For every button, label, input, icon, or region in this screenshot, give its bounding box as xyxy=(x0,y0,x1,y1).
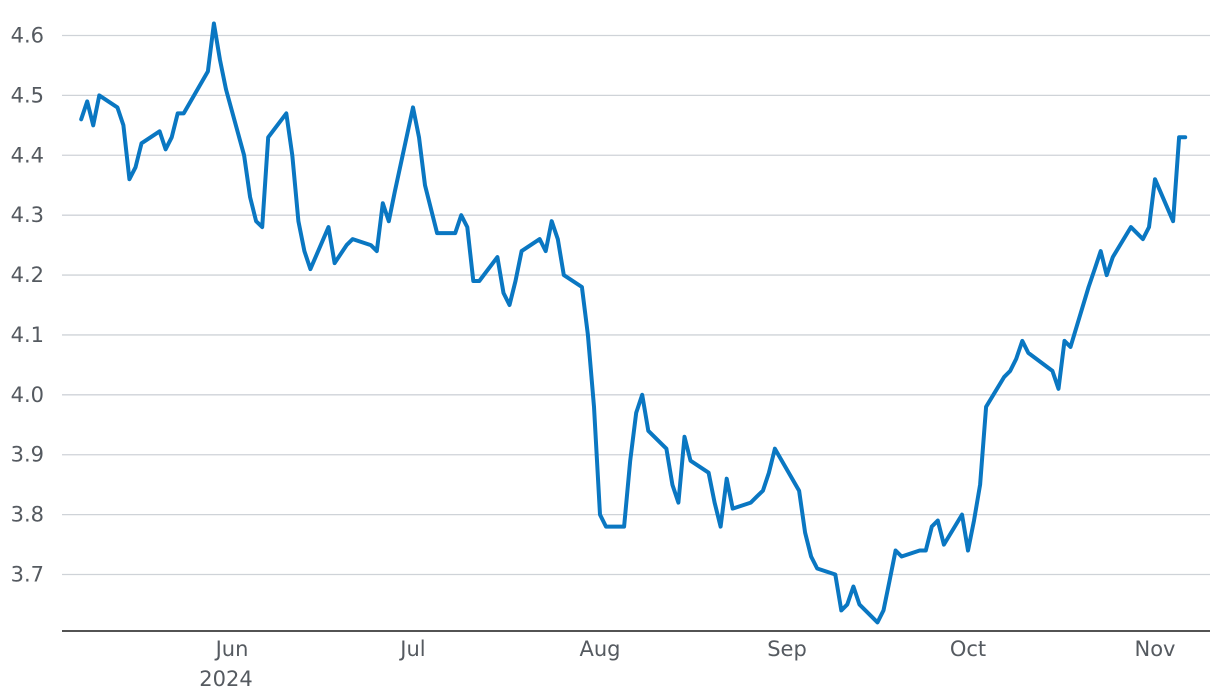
x-tick-label: Sep xyxy=(767,637,807,661)
y-axis-tick-labels: 3.7 3.8 3.9 4.0 4.1 4.2 4.3 4.4 4.5 4.6 xyxy=(11,24,44,587)
y-tick-label: 4.1 xyxy=(11,323,44,347)
y-tick-label: 3.9 xyxy=(11,443,44,467)
series-line xyxy=(79,21,1188,625)
x-tick-year-label: 2024 xyxy=(199,667,252,691)
x-tick-label: Aug xyxy=(579,637,620,661)
y-tick-label: 3.8 xyxy=(11,503,44,527)
y-tick-label: 4.0 xyxy=(11,383,44,407)
y-tick-label: 4.3 xyxy=(11,203,44,227)
y-tick-label: 4.4 xyxy=(11,143,44,167)
y-tick-label: 3.7 xyxy=(11,563,44,587)
x-tick-label: Oct xyxy=(950,637,986,661)
y-tick-label: 4.2 xyxy=(11,263,44,287)
y-tick-label: 4.5 xyxy=(11,83,44,107)
x-tick-label: Nov xyxy=(1135,637,1176,661)
x-axis-tick-labels: Jun 2024 Jul Aug Sep Oct Nov xyxy=(199,637,1175,691)
x-tick-label: Jun xyxy=(214,637,249,661)
x-tick-label: Jul xyxy=(398,637,425,661)
y-tick-label: 4.6 xyxy=(11,24,44,48)
